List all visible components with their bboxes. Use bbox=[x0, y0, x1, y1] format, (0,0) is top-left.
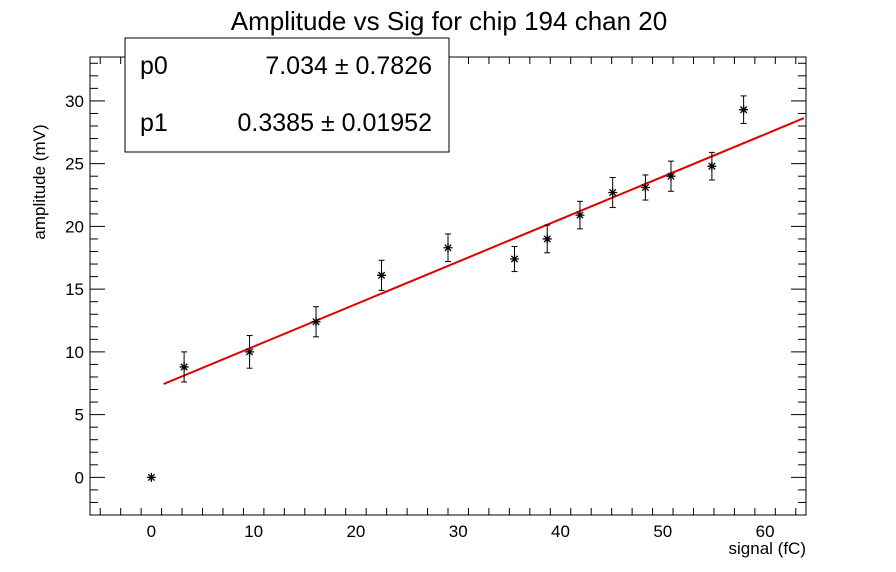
stats-p1-error: 0.01952 bbox=[342, 109, 432, 137]
x-axis-label: signal (fC) bbox=[729, 539, 806, 558]
x-tick-label: 60 bbox=[756, 522, 775, 541]
x-tick-label: 20 bbox=[346, 522, 365, 541]
data-point bbox=[640, 174, 650, 201]
data-point bbox=[542, 224, 552, 254]
x-tick-label: 40 bbox=[551, 522, 570, 541]
stats-box-frame bbox=[124, 37, 450, 153]
asterisk-marker bbox=[377, 270, 387, 280]
data-point bbox=[377, 259, 387, 291]
stats-p1-value: 0.3385 ± 0.01952 bbox=[238, 109, 432, 137]
axes: 0 10 20 30 40 50 60 0 5 10 15 20 25 30 bbox=[65, 57, 806, 541]
asterisk-marker bbox=[509, 254, 519, 264]
stats-p0-value: 7.034 ± 0.7826 bbox=[265, 52, 432, 80]
stats-p1-estimate: 0.3385 bbox=[238, 109, 314, 137]
stats-box: p0 7.034 ± 0.7826 p1 0.3385 ± 0.01952 bbox=[124, 37, 450, 153]
fit-line bbox=[163, 117, 805, 385]
y-tick-label: 20 bbox=[65, 217, 84, 236]
asterisk-marker bbox=[245, 347, 255, 357]
stats-p1-pm: ± bbox=[321, 109, 335, 137]
y-tick-label: 0 bbox=[75, 468, 84, 487]
x-tick-label: 50 bbox=[653, 522, 672, 541]
data-point bbox=[443, 233, 453, 263]
y-tick-label: 30 bbox=[65, 92, 84, 111]
data-point bbox=[311, 306, 321, 338]
data-point bbox=[666, 160, 676, 192]
data-point bbox=[146, 472, 156, 482]
asterisk-marker bbox=[608, 188, 618, 198]
stats-p0-name: p0 bbox=[140, 52, 168, 80]
y-tick-label: 25 bbox=[65, 155, 84, 174]
data-point bbox=[707, 151, 717, 181]
y-tick-label: 15 bbox=[65, 280, 84, 299]
data-point bbox=[575, 200, 585, 230]
asterisk-marker bbox=[542, 234, 552, 244]
data-point bbox=[179, 351, 189, 383]
stats-p0-error: 0.7826 bbox=[356, 52, 432, 80]
x-tick-label: 0 bbox=[147, 522, 156, 541]
stats-p0-pm: ± bbox=[335, 52, 349, 80]
data-point bbox=[245, 335, 255, 369]
data-point bbox=[509, 245, 519, 273]
x-tick-label: 10 bbox=[244, 522, 263, 541]
fit-layer bbox=[163, 117, 805, 385]
y-tick-label: 5 bbox=[75, 406, 84, 425]
asterisk-marker bbox=[707, 161, 717, 171]
y-axis-label: amplitude (mV) bbox=[30, 124, 49, 239]
chart-title: Amplitude vs Sig for chip 194 chan 20 bbox=[231, 6, 667, 36]
asterisk-marker bbox=[575, 210, 585, 220]
stats-p0-estimate: 7.034 bbox=[265, 52, 328, 80]
x-tick-label: 30 bbox=[449, 522, 468, 541]
asterisk-marker bbox=[640, 182, 650, 192]
asterisk-marker bbox=[179, 362, 189, 372]
asterisk-marker bbox=[666, 171, 676, 181]
asterisk-marker bbox=[739, 105, 749, 115]
data-points bbox=[146, 95, 749, 482]
stats-p1-name: p1 bbox=[140, 109, 168, 137]
asterisk-marker bbox=[443, 243, 453, 253]
data-point bbox=[608, 176, 618, 209]
asterisk-marker bbox=[311, 317, 321, 327]
y-tick-label: 10 bbox=[65, 343, 84, 362]
asterisk-marker bbox=[146, 472, 156, 482]
data-point bbox=[739, 95, 749, 125]
